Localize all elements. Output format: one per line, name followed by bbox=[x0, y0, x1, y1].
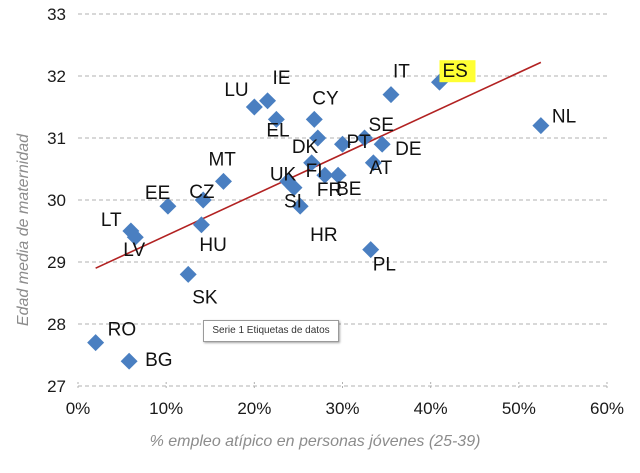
data-label-mt: MT bbox=[208, 149, 236, 170]
data-label-ee: EE bbox=[145, 183, 170, 204]
data-label-sk: SK bbox=[192, 287, 218, 308]
data-point-hu bbox=[192, 216, 210, 234]
data-label-pl: PL bbox=[373, 255, 396, 276]
data-label-es: ES bbox=[442, 61, 467, 82]
data-label-fr: FR bbox=[317, 180, 342, 201]
data-point-hr bbox=[291, 197, 309, 215]
data-point-sk bbox=[179, 265, 197, 283]
data-label-hr: HR bbox=[310, 225, 337, 246]
trendline bbox=[95, 61, 542, 269]
x-tick-label: 30% bbox=[325, 399, 359, 418]
y-axis-title: Edad media de maternidad bbox=[15, 133, 32, 326]
data-point-fi bbox=[303, 154, 321, 172]
data-point-nl bbox=[532, 117, 550, 135]
data-label-hu: HU bbox=[199, 235, 226, 256]
data-point-mt bbox=[214, 172, 232, 190]
x-tick-label: 20% bbox=[237, 399, 271, 418]
data-label-cz: CZ bbox=[189, 182, 215, 203]
highlight-es bbox=[439, 60, 476, 83]
data-point-ee bbox=[159, 197, 177, 215]
trendline-group bbox=[95, 61, 542, 269]
x-tick-label: 0% bbox=[66, 399, 91, 418]
data-points bbox=[87, 73, 550, 370]
data-label-de: DE bbox=[395, 139, 421, 160]
x-tick-label: 60% bbox=[590, 399, 624, 418]
data-point-bg bbox=[120, 352, 138, 370]
data-label-bg: BG bbox=[145, 350, 172, 371]
data-label-lu: LU bbox=[224, 80, 248, 101]
data-label-pt: PT bbox=[347, 132, 372, 153]
y-tick-label: 33 bbox=[47, 5, 66, 24]
x-tick-label: 50% bbox=[502, 399, 536, 418]
data-label-lt: LT bbox=[101, 210, 122, 231]
data-label-se: SE bbox=[369, 115, 394, 136]
data-point-cy bbox=[305, 110, 323, 128]
data-label-ro: RO bbox=[108, 320, 137, 341]
data-label-uk: UK bbox=[270, 164, 297, 185]
y-tick-label: 32 bbox=[47, 67, 66, 86]
data-label-fi: FI bbox=[306, 161, 323, 182]
data-point-at bbox=[364, 154, 382, 172]
data-point-be bbox=[329, 166, 347, 184]
data-label-lv: LV bbox=[123, 240, 145, 261]
data-label-nl: NL bbox=[552, 107, 576, 128]
y-tick-label: 30 bbox=[47, 191, 66, 210]
y-tick-label: 27 bbox=[47, 377, 66, 396]
data-point-ro bbox=[87, 334, 105, 352]
x-tick-label: 40% bbox=[414, 399, 448, 418]
y-tick-label: 31 bbox=[47, 129, 66, 148]
data-label-be: BE bbox=[336, 179, 361, 200]
data-point-se bbox=[356, 129, 374, 147]
x-axis-title: % empleo atípico en personas jóvenes (25… bbox=[150, 433, 481, 450]
x-tick-label: 10% bbox=[149, 399, 183, 418]
data-label-ie: IE bbox=[273, 68, 291, 89]
data-point-dk bbox=[309, 129, 327, 147]
data-point-cz bbox=[194, 191, 212, 209]
y-tick-label: 29 bbox=[47, 253, 66, 272]
y-tick-label: 28 bbox=[47, 315, 66, 334]
data-point-pl bbox=[362, 241, 380, 259]
data-point-lu bbox=[245, 98, 263, 116]
data-point-ie bbox=[259, 92, 277, 110]
data-label-si: SI bbox=[284, 192, 302, 213]
data-point-de bbox=[373, 135, 391, 153]
data-point-lv bbox=[126, 228, 144, 246]
data-point-si bbox=[285, 179, 303, 197]
data-point-fr bbox=[316, 166, 334, 184]
data-point-el bbox=[267, 110, 285, 128]
y-axis-ticks: 27 28 29 30 31 32 33 bbox=[47, 5, 66, 396]
data-label-dk: DK bbox=[292, 137, 319, 158]
data-label-cy: CY bbox=[312, 88, 339, 109]
data-point-it bbox=[382, 86, 400, 104]
data-label-at: AT bbox=[369, 158, 392, 179]
data-label-el: EL bbox=[266, 120, 289, 141]
data-point-pt bbox=[334, 135, 351, 153]
data-labels-tooltip: Serie 1 Etiquetas de datos bbox=[203, 320, 339, 342]
x-axis-ticks: 0% 10% 20% 30% 40% 50% 60% bbox=[66, 382, 624, 418]
data-label-it: IT bbox=[393, 62, 410, 83]
